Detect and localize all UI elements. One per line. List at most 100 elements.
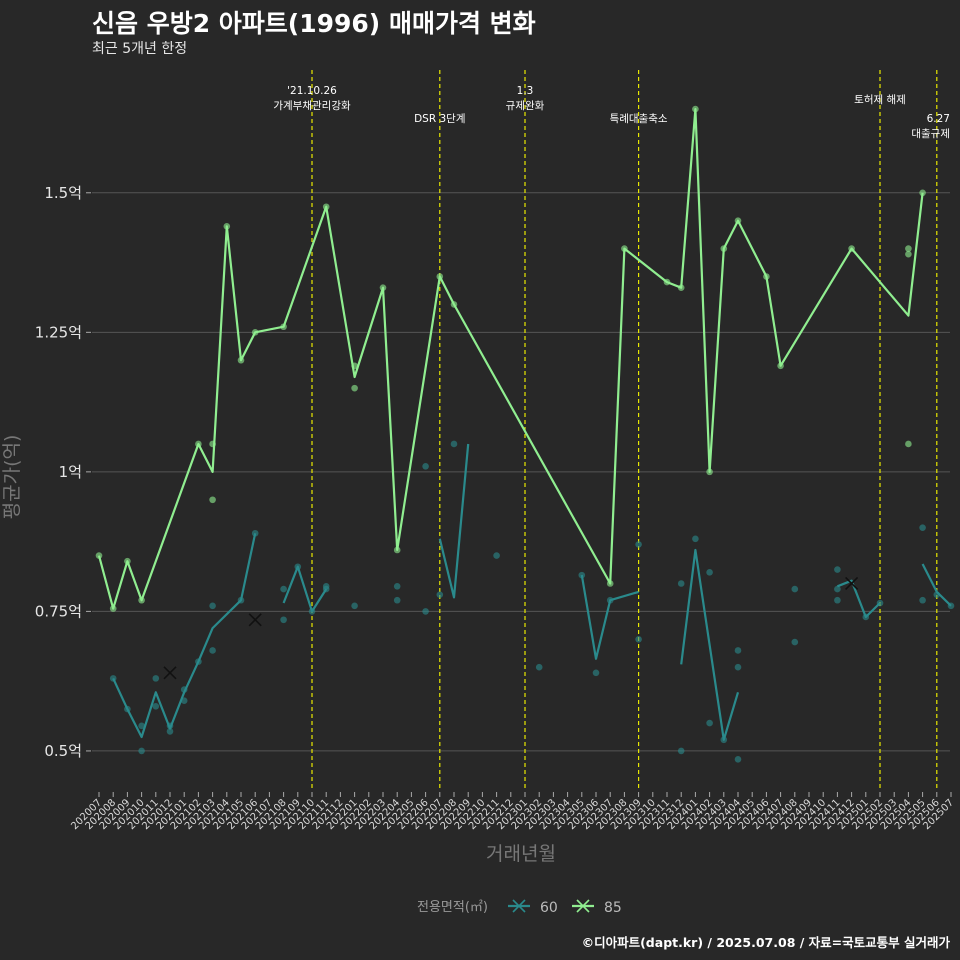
data-point-85 <box>692 105 699 113</box>
data-point-85 <box>379 284 387 291</box>
data-point-85 <box>777 362 784 370</box>
data-point-60 <box>209 602 216 610</box>
data-point-60 <box>933 591 941 598</box>
data-point-85 <box>905 245 912 252</box>
data-point-60 <box>791 585 799 593</box>
data-points <box>95 105 955 763</box>
cross-marker-60 <box>845 576 859 591</box>
event-label: 1.3 <box>517 85 534 97</box>
series-line-85 <box>97 108 924 610</box>
data-point-60 <box>706 719 713 727</box>
data-point-85 <box>124 557 131 565</box>
series-line-60 <box>112 533 257 739</box>
data-point-60 <box>493 552 500 559</box>
data-point-60 <box>947 602 955 610</box>
data-point-85 <box>209 440 216 448</box>
y-tick-label: 0.75억 <box>35 602 82 620</box>
data-point-85 <box>606 580 614 587</box>
legend-items: 60 85 <box>508 899 622 916</box>
data-point-60 <box>919 524 926 531</box>
data-point-60 <box>180 686 188 693</box>
data-point-60 <box>450 440 458 448</box>
data-point-85 <box>251 329 259 336</box>
legend-swatch-cross <box>576 899 590 913</box>
y-tick-label: 1.5억 <box>44 184 82 202</box>
series-line-60 <box>680 548 740 741</box>
cross-marker-60 <box>248 613 262 627</box>
data-point-60 <box>294 563 302 571</box>
data-point-60 <box>422 608 429 615</box>
y-axis-title: 평균가(억) <box>1 435 23 520</box>
data-point-60 <box>209 647 216 654</box>
data-point-60 <box>734 647 742 654</box>
data-point-60 <box>322 582 330 590</box>
data-point-85 <box>138 596 145 604</box>
data-point-60 <box>393 596 401 604</box>
data-point-85 <box>905 250 912 258</box>
data-point-85 <box>109 605 117 612</box>
event-label: '21.10.26 <box>287 85 337 97</box>
data-point-60 <box>876 599 884 607</box>
data-point-60 <box>422 462 429 470</box>
y-axis-ticks: 0.5억 0.75억 1억 1.25억 1.5억 <box>35 184 91 760</box>
series-line-60 <box>438 443 470 599</box>
data-point-60 <box>692 535 699 543</box>
legend-label: 60 <box>540 900 558 916</box>
data-point-60 <box>862 613 870 621</box>
data-point-60 <box>237 596 245 604</box>
event-label: 토허제 해제 <box>854 93 906 106</box>
data-point-85 <box>677 284 685 291</box>
event-label: 특례대출축소 <box>610 113 668 125</box>
data-point-60 <box>138 747 145 755</box>
data-point-85 <box>663 278 671 286</box>
data-point-60 <box>109 675 117 682</box>
data-point-60 <box>578 571 586 579</box>
data-point-85 <box>436 273 444 280</box>
data-point-60 <box>138 722 145 730</box>
legend-item-85: 85 <box>572 899 622 916</box>
series-line-60 <box>580 574 639 660</box>
data-point-60 <box>393 582 401 590</box>
data-point-60 <box>535 663 543 671</box>
y-tick-label: 1.25억 <box>35 323 82 341</box>
event-label: 규제완화 <box>506 99 545 112</box>
data-point-60 <box>152 675 160 682</box>
data-point-60 <box>734 756 742 763</box>
data-point-60 <box>152 702 160 710</box>
chart-title: 신음 우방2 아파트(1996) 매매가격 변화 <box>92 9 536 38</box>
event-label: DSR 3단계 <box>414 113 465 125</box>
data-point-60 <box>734 663 742 671</box>
source-credit: ©디아파트(dapt.kr) / 2025.07.08 / 자료=국토교통부 실… <box>581 935 950 950</box>
cross-marker-60 <box>163 666 177 680</box>
data-point-85 <box>763 273 770 280</box>
data-point-85 <box>621 245 628 252</box>
x-axis-title: 거래년월 <box>486 843 556 865</box>
data-point-60 <box>635 636 642 643</box>
data-point-85 <box>848 245 855 252</box>
event-label: 가계부채관리강화 <box>273 100 351 112</box>
data-point-85 <box>734 217 742 224</box>
data-point-60 <box>606 596 614 604</box>
data-point-60 <box>124 705 131 713</box>
data-point-60 <box>166 728 174 735</box>
data-point-85 <box>351 384 358 392</box>
data-point-60 <box>677 747 685 755</box>
data-point-60 <box>635 541 642 548</box>
series-line-60 <box>282 565 328 613</box>
data-point-60 <box>834 585 841 593</box>
data-point-60 <box>166 722 174 730</box>
data-point-85 <box>95 552 103 559</box>
data-point-85 <box>209 496 216 504</box>
data-point-60 <box>791 638 799 646</box>
data-point-85 <box>720 245 728 252</box>
series-line-60 <box>836 579 881 619</box>
data-point-60 <box>834 596 841 604</box>
data-point-60 <box>677 580 685 587</box>
legend: 전용면적(㎡) 60 85 <box>417 899 622 916</box>
event-label: 대출규제 <box>911 128 950 140</box>
data-point-85 <box>919 189 926 197</box>
data-point-60 <box>834 566 841 573</box>
legend-swatch-cross <box>512 899 526 913</box>
data-point-60 <box>436 591 444 598</box>
